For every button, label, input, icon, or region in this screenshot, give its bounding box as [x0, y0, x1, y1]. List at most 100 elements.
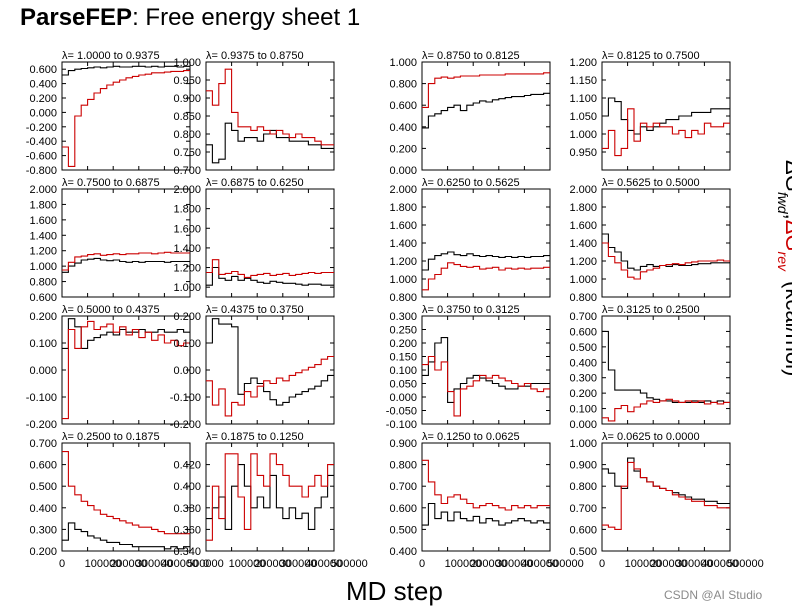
- panel-3: λ= 0.8750 to 0.8125 0.000 0.200 0.400 0.600 0…: [389, 50, 551, 177]
- x-tick-label: 400000: [521, 558, 558, 570]
- app-name: ParseFEP: [20, 4, 133, 31]
- y-tick-label: 2.000: [389, 184, 417, 196]
- series-fwd-line: [422, 502, 550, 526]
- y-tick-label: 0.300: [569, 373, 597, 385]
- x-tick-label: 100000: [85, 558, 122, 570]
- panel-9: λ= 0.5000 to 0.4375 -0.200 -0.100 0.000 0.10…: [26, 304, 191, 431]
- plot-frame: [601, 442, 731, 552]
- y-tick-label: 0.600: [569, 326, 597, 338]
- panel-2: λ= 0.9375 to 0.8750 0.700 0.750 0.800 0.850 0…: [173, 50, 335, 177]
- y-tick-label: 0.000: [173, 365, 201, 377]
- series-fwd-line: [206, 318, 334, 406]
- series-rev-line: [62, 451, 190, 535]
- x-tick-label: 500000: [547, 558, 584, 570]
- x-tick-label: 300000: [280, 558, 317, 570]
- x-tick-label: 0: [59, 558, 65, 570]
- y-tick-label: 0.800: [173, 129, 201, 141]
- y-tick-label: 1.000: [389, 57, 417, 69]
- y-tick-label: 1.000: [173, 282, 201, 294]
- y-tick-label: 2.000: [569, 184, 597, 196]
- y-tick-label: 0.400: [389, 546, 417, 558]
- x-axis-label: MD step: [346, 576, 443, 606]
- y-tick-label: 0.700: [173, 165, 201, 177]
- series-fwd-line: [602, 97, 730, 135]
- y-tick-label: 1.000: [569, 438, 597, 450]
- y-tick-label: 0.600: [29, 292, 57, 304]
- x-tick-label: 100000: [229, 558, 266, 570]
- x-tick-label: 200000: [254, 558, 291, 570]
- y-tick-label: 1.800: [29, 199, 57, 211]
- y-tick-label: 2.000: [173, 184, 201, 196]
- y-tick-label: 0.380: [173, 503, 201, 515]
- y-tick-label: 0.050: [389, 379, 417, 391]
- y-tick-label: -0.050: [386, 406, 417, 418]
- y-tick-label: 0.100: [389, 365, 417, 377]
- plot-frame: [61, 61, 191, 171]
- panel-16: λ= 0.0625 to 0.0000 0.500 0.600 0.700 0.800 0…: [569, 431, 763, 570]
- x-tick-label: 200000: [470, 558, 507, 570]
- y-tick-label: 1.600: [29, 215, 57, 227]
- y-tick-label: 0.500: [569, 342, 597, 354]
- panel-6: λ= 0.6875 to 0.6250 1.000 1.200 1.400 1.600 1…: [173, 177, 335, 298]
- x-tick-label: 0: [203, 558, 209, 570]
- panel-title: λ= 0.4375 to 0.3750: [206, 304, 304, 316]
- x-tick-label: 100000: [625, 558, 662, 570]
- panel-7: λ= 0.6250 to 0.5625 0.800 1.000 1.200 1.400 1…: [389, 177, 551, 304]
- panel-title: λ= 0.6875 to 0.6250: [206, 177, 304, 189]
- y-tick-label: -0.100: [386, 419, 417, 431]
- series-rev-line: [206, 68, 334, 146]
- plot-frame: [421, 442, 551, 552]
- plot-frame: [205, 442, 335, 552]
- panel-11: λ= 0.3750 to 0.3125 -0.100-0.050 0.0000.05…: [386, 304, 551, 431]
- y-tick-label: 1.800: [569, 202, 597, 214]
- y-tick-label: 0.200: [569, 388, 597, 400]
- panel-title: λ= 1.0000 to 0.9375: [62, 50, 160, 62]
- y-tick-label: 0.300: [29, 524, 57, 536]
- panel-14: λ= 0.1875 to 0.1250 0.340 0.360 0.380 0.400 0…: [173, 431, 367, 570]
- y-tick-label: 0.500: [29, 481, 57, 493]
- panel-8: λ= 0.5625 to 0.5000 0.800 1.000 1.200 1.400 1…: [569, 177, 731, 304]
- x-tick-label: 200000: [110, 558, 147, 570]
- ylabel-delta-g-fwd: ΔG: [781, 160, 792, 192]
- y-tick-label: 0.600: [29, 64, 57, 76]
- y-tick-label: -0.800: [26, 165, 57, 177]
- y-tick-label: 0.000: [389, 392, 417, 404]
- series-rev-line: [602, 461, 730, 530]
- series-fwd-line: [206, 464, 334, 530]
- plot-frame: [421, 188, 551, 298]
- figure-title: ParseFEP: Free energy sheet 1: [20, 4, 360, 32]
- panel-4: λ= 0.8125 to 0.7500 0.950 1.000 1.050 1.100 1…: [569, 50, 731, 171]
- x-tick-label: 0: [419, 558, 425, 570]
- y-tick-label: 0.100: [569, 404, 597, 416]
- x-tick-label: 300000: [136, 558, 173, 570]
- x-tick-label: 400000: [701, 558, 738, 570]
- panel-title: λ= 0.7500 to 0.6875: [62, 177, 160, 189]
- y-tick-label: 0.400: [569, 357, 597, 369]
- panel-title: λ= 0.1875 to 0.1250: [206, 431, 304, 443]
- y-tick-label: -0.200: [170, 419, 201, 431]
- y-tick-label: -0.400: [26, 136, 57, 148]
- y-tick-label: 1.800: [389, 202, 417, 214]
- y-tick-label: 0.600: [389, 100, 417, 112]
- y-tick-label: 0.750: [173, 147, 201, 159]
- plot-frame: [601, 188, 731, 298]
- series-rev-line: [62, 70, 190, 167]
- x-tick-label: 0: [599, 558, 605, 570]
- panel-title: λ= 0.5000 to 0.4375: [62, 304, 160, 316]
- y-tick-label: 0.800: [389, 460, 417, 472]
- y-axis-label: ΔGfwd,ΔGrev(kcal/mol): [758, 160, 792, 460]
- y-tick-label: 0.400: [29, 503, 57, 515]
- x-tick-label: 500000: [727, 558, 764, 570]
- y-tick-label: 1.050: [569, 111, 597, 123]
- ylabel-units: (kcal/mol): [781, 281, 792, 376]
- y-tick-label: 0.200: [389, 338, 417, 350]
- y-tick-label: 1.200: [389, 256, 417, 268]
- y-tick-label: 0.950: [173, 75, 201, 87]
- y-tick-label: 0.600: [569, 524, 597, 536]
- panel-title: λ= 0.2500 to 0.1875: [62, 431, 160, 443]
- y-tick-label: 0.700: [389, 481, 417, 493]
- series-rev-line: [602, 242, 730, 280]
- y-tick-label: 1.000: [569, 129, 597, 141]
- y-tick-label: 0.150: [389, 352, 417, 364]
- y-tick-label: 0.800: [569, 481, 597, 493]
